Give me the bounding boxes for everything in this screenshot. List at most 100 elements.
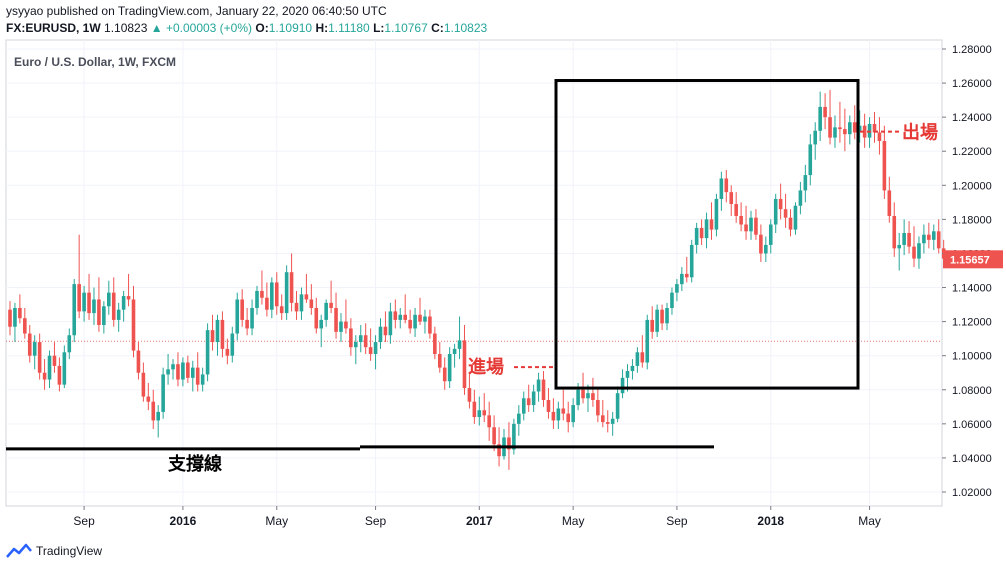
support-label: 支撐線 — [167, 453, 222, 474]
candle-body — [452, 348, 457, 354]
x-tick-label: May — [858, 514, 881, 528]
candle — [670, 287, 674, 315]
candle-body — [719, 178, 724, 199]
candle — [907, 221, 911, 254]
tradingview-logo[interactable]: TradingView — [6, 543, 102, 559]
candle — [324, 299, 328, 327]
candle — [828, 89, 832, 145]
candle — [329, 280, 333, 314]
candle — [561, 389, 566, 421]
candle — [546, 388, 551, 419]
candle-body — [571, 405, 575, 423]
y-tick-label: 1.10000 — [952, 351, 992, 363]
candle — [655, 304, 659, 337]
y-tick-label: 1.22000 — [952, 146, 992, 158]
candle — [423, 309, 427, 334]
candle — [605, 410, 610, 433]
candle-body — [176, 364, 180, 380]
tradingview-icon — [6, 543, 32, 558]
candle-body — [615, 393, 620, 419]
candle — [680, 267, 684, 291]
current-price-badge — [943, 250, 1003, 269]
candle-body — [714, 198, 719, 230]
candle — [156, 405, 160, 438]
candle — [190, 360, 195, 392]
price-chart[interactable]: 支撐線 進場 出場 1.02000 1.04000 1.06000 1.08000 1.10… — [0, 0, 1006, 540]
candle — [309, 284, 314, 315]
candle-body — [428, 316, 432, 334]
candle-body — [492, 427, 496, 445]
candle — [230, 326, 235, 363]
candle-body — [927, 234, 931, 240]
candle — [887, 176, 892, 223]
candle-body — [581, 389, 585, 399]
candle-body — [116, 309, 121, 320]
candle-body — [324, 302, 328, 320]
candle-body — [398, 314, 403, 320]
candle-body — [912, 246, 916, 259]
candle — [759, 224, 763, 262]
candle — [675, 279, 679, 302]
exit-label: 出場 — [902, 122, 938, 143]
candle-body — [892, 215, 897, 249]
candle — [8, 301, 12, 336]
candle — [121, 290, 126, 322]
candle — [388, 302, 393, 344]
candle-body — [605, 422, 610, 424]
candle-body — [368, 347, 373, 354]
candle-body — [87, 292, 91, 314]
candle — [848, 115, 852, 145]
candle-body — [102, 306, 106, 326]
candle — [82, 285, 86, 322]
candle — [823, 93, 827, 130]
candle-body — [349, 328, 353, 348]
x-tick-label: May — [562, 514, 585, 528]
candle-body — [546, 399, 551, 412]
candle-body — [200, 374, 205, 385]
candle-body — [437, 353, 442, 368]
candle — [744, 205, 748, 240]
candle — [240, 289, 244, 327]
candle — [42, 359, 47, 390]
candle-body — [329, 302, 333, 308]
candle-body — [512, 423, 516, 450]
candle-body — [882, 141, 887, 191]
candle-body — [413, 314, 417, 329]
candle — [77, 234, 81, 319]
candle-body — [210, 330, 215, 343]
candle — [176, 352, 180, 387]
candle-body — [354, 342, 358, 348]
candle — [734, 192, 738, 223]
candle-body — [843, 129, 847, 135]
candle — [645, 314, 650, 370]
candle-body — [62, 352, 67, 385]
candle-body — [665, 307, 669, 324]
candle-body — [171, 364, 175, 370]
candle — [843, 108, 847, 152]
candle-body — [487, 415, 491, 428]
y-tick-label: 1.04000 — [952, 453, 992, 465]
candle-body — [82, 292, 86, 312]
candle — [813, 122, 818, 160]
candle — [931, 224, 936, 251]
candle-body — [37, 342, 42, 373]
candle-body — [655, 309, 659, 332]
candle-body — [225, 348, 230, 356]
y-tick-label: 1.08000 — [952, 385, 992, 397]
x-tick-label: 2018 — [757, 514, 784, 528]
candle-body — [57, 365, 62, 385]
y-tick-label: 1.12000 — [952, 317, 992, 329]
candle — [403, 294, 407, 324]
candle-body — [270, 282, 274, 310]
candle — [92, 287, 96, 326]
candle-body — [601, 415, 605, 423]
candle — [596, 388, 600, 423]
candle-body — [551, 411, 556, 421]
candle — [472, 389, 477, 424]
candle — [200, 367, 205, 392]
candle — [319, 314, 324, 348]
candle-body — [620, 377, 625, 394]
candle-body — [235, 299, 240, 334]
candle — [220, 311, 225, 358]
candle — [349, 318, 353, 356]
